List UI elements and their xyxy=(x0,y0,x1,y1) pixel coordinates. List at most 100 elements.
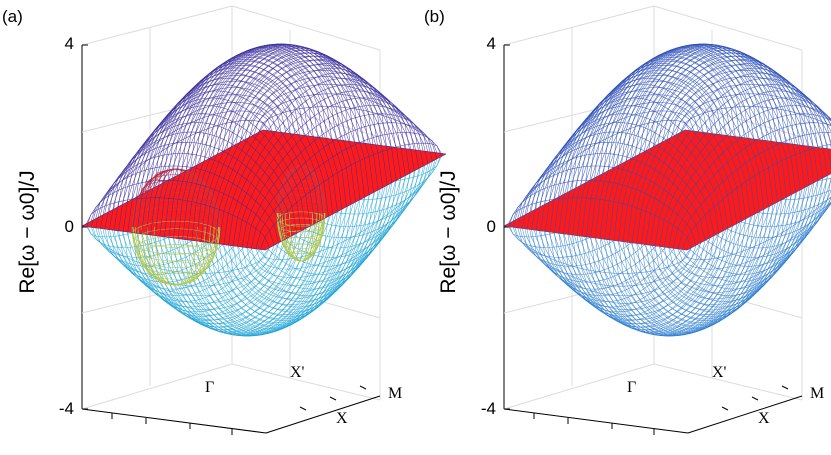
lower-band-surface-line xyxy=(260,153,442,260)
lower-band-surface-line xyxy=(251,152,433,278)
lower-band-surface-line xyxy=(645,148,828,315)
upper-band-surface-line xyxy=(232,90,415,246)
bubble-lower-line xyxy=(278,224,324,238)
bubble-lower-line xyxy=(134,236,218,262)
upper-band-surface-line xyxy=(235,64,420,169)
lower-band-surface-line xyxy=(608,143,791,336)
gamma-label: Γ xyxy=(627,379,636,396)
y-axis-line xyxy=(265,395,381,434)
y-axis-tick xyxy=(299,406,307,411)
upper-band-surface-line xyxy=(599,44,782,239)
lower-band-surface-line xyxy=(631,146,814,327)
lower-band-surface-line xyxy=(241,150,424,293)
z-tick-label: 4 xyxy=(65,34,74,53)
upper-band-surface-line xyxy=(657,64,831,145)
lower-band-surface-line xyxy=(237,150,419,300)
upper-band-surface-line xyxy=(203,44,388,186)
bubble-upper-line xyxy=(289,164,313,214)
upper-band-surface-line xyxy=(671,84,831,138)
upper-band-surface-line xyxy=(176,47,361,200)
bubble-lower-line xyxy=(133,228,219,255)
lower-band-surface-line xyxy=(654,178,831,305)
lower-band-surface-line xyxy=(176,175,361,328)
upper-band-surface-line xyxy=(659,97,831,247)
lower-band-surface-line xyxy=(622,145,805,332)
lower-band-surface-line xyxy=(599,142,782,337)
lower-band-surface-line xyxy=(668,201,831,286)
upper-band-surface-line xyxy=(228,84,410,246)
upper-band-surface-line xyxy=(244,76,429,164)
grid-line xyxy=(231,363,381,401)
m-label: M xyxy=(810,385,824,402)
bubble-upper-line xyxy=(137,186,215,210)
z-tick-label: -4 xyxy=(481,399,496,418)
upper-band-surface-line xyxy=(231,59,415,171)
bubble-lower-line xyxy=(141,252,211,274)
bubble-lower-line xyxy=(137,244,215,268)
bubble-lower-line xyxy=(289,212,313,262)
lower-band-surface-line xyxy=(627,146,809,329)
z-tick-label: 0 xyxy=(487,217,496,236)
lower-band-surface-line xyxy=(223,148,406,315)
upper-band-surface-line xyxy=(682,144,831,250)
upper-band-surface-line xyxy=(177,44,360,239)
upper-band-surface-line xyxy=(666,76,831,140)
upper-band-surface-line xyxy=(185,44,370,195)
upper-band-surface-line xyxy=(663,105,831,248)
lower-band-surface-line xyxy=(677,202,831,270)
panel-label-a: (a) xyxy=(2,7,23,26)
upper-band-surface-line xyxy=(668,113,831,248)
upper-band-surface-line xyxy=(241,105,424,248)
bubble-lower-line xyxy=(281,237,321,249)
upper-band-surface-line xyxy=(648,55,831,171)
bubble-upper-line xyxy=(278,188,324,202)
upper-band-surface-line xyxy=(634,47,819,181)
bubble-surface xyxy=(276,164,326,262)
upper-band-surface-line xyxy=(255,132,438,249)
lower-band-surface-line xyxy=(173,141,355,336)
m-label: M xyxy=(388,385,402,402)
upper-band-surface-line xyxy=(253,93,438,159)
upper-band-surface-line xyxy=(653,59,831,147)
upper-band-surface-line xyxy=(249,84,433,162)
lower-band-surface-line xyxy=(182,143,364,337)
lower-band-surface-line xyxy=(673,203,831,278)
upper-band-surface-line xyxy=(675,93,831,135)
bubble-lower-line xyxy=(276,211,326,227)
lower-band-surface-line xyxy=(200,145,383,332)
bubble-lower-line xyxy=(154,271,198,285)
z-axis-label-a: Re[ω − ω0]/J xyxy=(16,170,39,293)
lower-band-surface-line xyxy=(232,149,415,305)
upper-band-surface-line xyxy=(621,43,805,188)
x-prime-label: X' xyxy=(290,364,305,381)
bubble-lower-line xyxy=(284,243,318,255)
upper-band-surface-line xyxy=(226,55,411,174)
x-label: X xyxy=(336,410,348,427)
upper-band-surface-line xyxy=(654,90,831,246)
bubble-lower-line xyxy=(277,217,325,233)
grid-line xyxy=(81,363,233,410)
upper-band-surface-line xyxy=(237,97,419,247)
lower-band-surface-line xyxy=(209,146,392,327)
upper-band-surface-line xyxy=(677,132,831,249)
grid-line xyxy=(653,363,803,401)
upper-band-surface-line xyxy=(625,44,810,186)
bubble-upper-line xyxy=(146,174,206,193)
panel-b: (b) Re[ω − ω0]/J 4 0 -4 Γ X' M X xyxy=(424,5,831,435)
x-label: X xyxy=(758,410,770,427)
lower-band-surface-line xyxy=(205,146,387,329)
upper-band-surface-line xyxy=(598,47,783,200)
bubble-lower-line xyxy=(289,251,313,259)
y-axis-tick xyxy=(359,385,367,390)
gamma-label: Γ xyxy=(205,379,214,396)
grid-line xyxy=(503,363,655,410)
lower-band-surface-line xyxy=(595,141,777,336)
bubble-upper-line xyxy=(154,169,198,183)
z-tick-label: 4 xyxy=(487,34,496,53)
lower-band-surface-line xyxy=(177,142,360,337)
upper-band-surface-line xyxy=(639,49,824,179)
upper-band-surface-line xyxy=(595,44,777,239)
panel-a: (a) Re[ω − ω0]/J 4 0 -4 Γ X' M X xyxy=(2,5,447,435)
upper-band-surface-line xyxy=(173,44,355,239)
